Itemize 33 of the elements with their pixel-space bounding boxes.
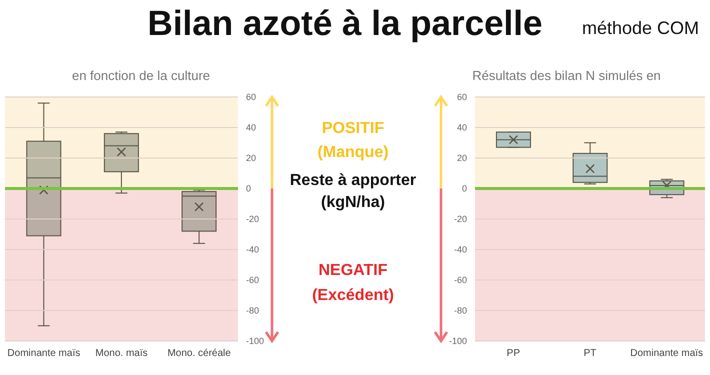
y-tick-label: -60	[454, 275, 467, 286]
y-tick-label: -80	[246, 306, 260, 316]
x-tick-label: PT	[584, 348, 596, 360]
text: (Excédent)	[311, 286, 395, 306]
text: méthode COM	[582, 18, 700, 39]
y-tick-label: -40	[454, 244, 467, 255]
y-tick-label: -20	[246, 214, 260, 224]
y-tick-label: -40	[246, 244, 260, 255]
x-tick-label: Dominante maïs	[7, 348, 80, 360]
y-tick-label: 0	[462, 184, 467, 194]
text: Bilan azoté à la parcelle	[146, 4, 544, 44]
text: Reste à apporter (kgN/ha)	[288, 171, 418, 213]
y-tick-label: -100	[448, 336, 467, 346]
y-tick-label: -80	[454, 306, 467, 316]
y-tick-label: 60	[246, 92, 256, 102]
chart-title: Résultats des bilan N simulés en	[471, 68, 662, 83]
y-tick-label: 0	[246, 184, 252, 194]
y-tick-label: 60	[456, 92, 467, 102]
y-tick-label: 40	[246, 122, 256, 133]
x-tick-label: PP	[506, 348, 520, 360]
y-tick-label: -20	[454, 214, 467, 224]
x-tick-label: Mono. maïs	[95, 348, 148, 360]
y-tick-label: 20	[456, 153, 467, 164]
x-tick-label: Mono. céréale	[167, 348, 232, 360]
y-tick-label: 40	[456, 122, 467, 133]
text: (Manque)	[316, 143, 390, 163]
text: NEGATIF	[317, 261, 389, 281]
y-tick-label: 20	[246, 153, 256, 164]
x-tick-label: Dominante maïs	[630, 348, 704, 360]
chart-title: en fonction de la culture	[70, 68, 212, 83]
y-tick-label: -60	[246, 275, 260, 286]
text: POSITIF	[320, 119, 386, 139]
y-tick-label: -100	[246, 336, 264, 346]
